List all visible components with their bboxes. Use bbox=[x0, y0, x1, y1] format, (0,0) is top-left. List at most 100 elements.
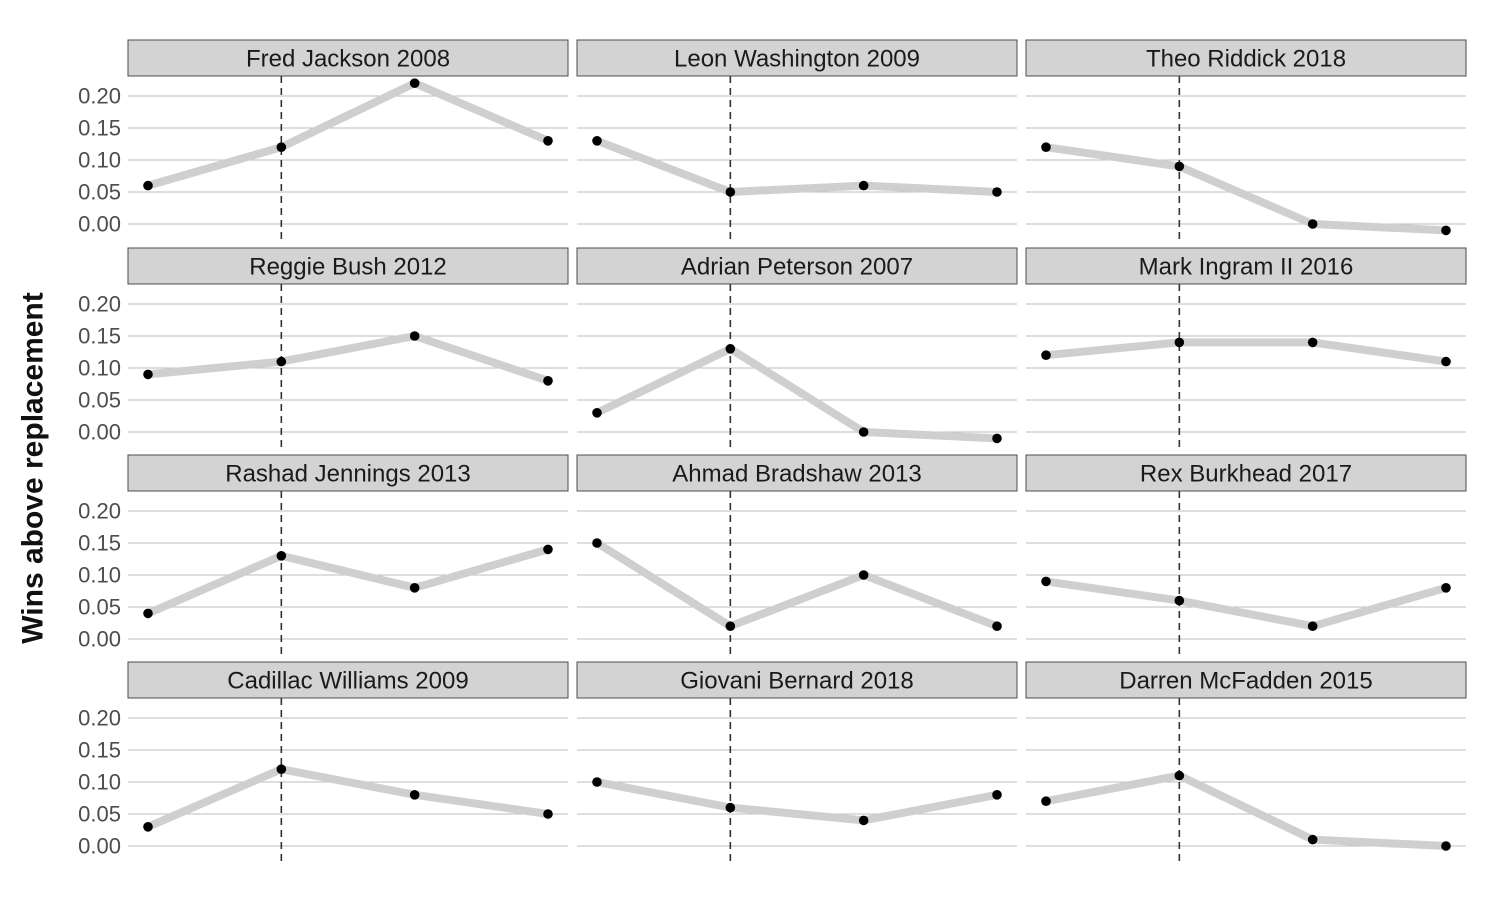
data-point bbox=[725, 187, 736, 197]
facet-panel: Giovani Bernard 2018 bbox=[576, 661, 1018, 862]
data-point bbox=[143, 369, 153, 380]
facet-title: Reggie Bush 2012 bbox=[249, 254, 446, 281]
data-point bbox=[1041, 350, 1051, 361]
data-point bbox=[1307, 219, 1318, 229]
y-tick-label: 0.10 bbox=[78, 563, 121, 588]
data-point bbox=[992, 433, 1002, 444]
data-point bbox=[276, 356, 287, 367]
data-point bbox=[543, 544, 553, 555]
facet-title: Rashad Jennings 2013 bbox=[225, 461, 471, 488]
data-point bbox=[725, 344, 736, 354]
data-point bbox=[1441, 356, 1451, 367]
data-point bbox=[543, 136, 553, 146]
data-point bbox=[143, 822, 153, 832]
facet-strip bbox=[127, 454, 569, 492]
facet-strip bbox=[576, 247, 1018, 285]
series-line bbox=[593, 136, 1001, 196]
facet-panel: Theo Riddick 2018 bbox=[1025, 39, 1467, 240]
data-point bbox=[409, 78, 420, 88]
facet-title: Fred Jackson 2008 bbox=[246, 46, 450, 73]
y-tick-label: 0.20 bbox=[78, 706, 121, 731]
y-tick-label: 0.00 bbox=[78, 420, 121, 445]
facet-strip bbox=[1025, 661, 1467, 699]
data-point bbox=[1441, 841, 1451, 851]
panels-group: Fred Jackson 2008 0.00 0.05 0.10 0.15 0.20 Leo… bbox=[78, 39, 1467, 862]
y-tick-label: 0.05 bbox=[78, 802, 121, 827]
y-tick-label: 0.05 bbox=[78, 180, 121, 205]
facet-title: Leon Washington 2009 bbox=[674, 46, 920, 73]
data-point bbox=[409, 583, 420, 593]
data-point bbox=[992, 187, 1002, 197]
y-tick-label: 0.10 bbox=[78, 356, 121, 381]
y-tick-label: 0.15 bbox=[78, 738, 121, 763]
data-point bbox=[276, 551, 287, 561]
data-point bbox=[143, 608, 153, 619]
y-tick-label: 0.00 bbox=[78, 834, 121, 859]
facet-strip bbox=[576, 454, 1018, 492]
data-point bbox=[592, 538, 602, 548]
data-point bbox=[1174, 161, 1185, 172]
series-line bbox=[144, 332, 552, 385]
y-tick-label: 0.15 bbox=[78, 116, 121, 141]
facet-strip bbox=[127, 661, 569, 699]
facet-panel: Rashad Jennings 2013 0.00 0.05 0.10 0.15 0.20 bbox=[78, 454, 569, 655]
facet-strip bbox=[576, 661, 1018, 699]
data-point bbox=[1307, 834, 1318, 845]
data-point bbox=[858, 427, 869, 437]
facet-strip bbox=[127, 39, 569, 77]
data-point bbox=[1041, 796, 1051, 806]
facet-panel: Mark Ingram II 2016 bbox=[1025, 247, 1467, 448]
facet-title: Mark Ingram II 2016 bbox=[1139, 254, 1354, 281]
series-line bbox=[1042, 143, 1450, 235]
data-point bbox=[992, 621, 1002, 631]
data-point bbox=[592, 136, 602, 146]
data-point bbox=[1307, 621, 1318, 631]
data-point bbox=[1174, 595, 1185, 606]
y-tick-label: 0.15 bbox=[78, 324, 121, 349]
y-tick-label: 0.20 bbox=[78, 499, 121, 524]
data-point bbox=[1041, 576, 1051, 587]
data-point bbox=[592, 408, 602, 418]
series-line bbox=[593, 539, 1001, 631]
data-point bbox=[543, 809, 553, 819]
data-point bbox=[725, 802, 736, 813]
data-point bbox=[409, 331, 420, 341]
facet-title: Cadillac Williams 2009 bbox=[227, 668, 468, 695]
facet-strip bbox=[1025, 39, 1467, 77]
y-axis-label: Wins above replacement bbox=[17, 292, 50, 644]
series-line bbox=[1042, 577, 1450, 631]
data-point bbox=[543, 376, 553, 386]
data-point bbox=[992, 790, 1002, 800]
y-tick-label: 0.00 bbox=[78, 627, 121, 652]
facet-title: Darren McFadden 2015 bbox=[1119, 668, 1372, 695]
facet-title: Adrian Peterson 2007 bbox=[681, 254, 913, 281]
data-point bbox=[1174, 337, 1185, 348]
series-line bbox=[1042, 338, 1450, 366]
data-point bbox=[1174, 770, 1185, 781]
facet-strip bbox=[1025, 454, 1467, 492]
facet-panel: Ahmad Bradshaw 2013 bbox=[576, 454, 1018, 655]
facet-title: Rex Burkhead 2017 bbox=[1140, 461, 1352, 488]
facet-panel: Cadillac Williams 2009 0.00 0.05 0.10 0.15 0.… bbox=[78, 661, 569, 862]
data-point bbox=[1441, 225, 1451, 236]
y-tick-label: 0.05 bbox=[78, 595, 121, 620]
facet-strip bbox=[1025, 247, 1467, 285]
facet-strip bbox=[127, 247, 569, 285]
y-tick-label: 0.00 bbox=[78, 212, 121, 237]
facet-panel: Reggie Bush 2012 0.00 0.05 0.10 0.15 0.20 bbox=[78, 247, 569, 448]
data-point bbox=[276, 764, 287, 774]
data-point bbox=[143, 180, 153, 191]
data-point bbox=[1041, 142, 1051, 152]
data-point bbox=[858, 815, 869, 826]
series-line bbox=[593, 778, 1001, 825]
series-line bbox=[593, 344, 1001, 443]
facet-strip bbox=[576, 39, 1018, 77]
facet-panel: Leon Washington 2009 bbox=[576, 39, 1018, 240]
facet-title: Theo Riddick 2018 bbox=[1146, 46, 1346, 73]
y-tick-label: 0.05 bbox=[78, 388, 121, 413]
series-line bbox=[1042, 771, 1450, 850]
facet-panel: Fred Jackson 2008 0.00 0.05 0.10 0.15 0.20 bbox=[78, 39, 569, 240]
y-tick-label: 0.15 bbox=[78, 531, 121, 556]
data-point bbox=[858, 180, 869, 191]
